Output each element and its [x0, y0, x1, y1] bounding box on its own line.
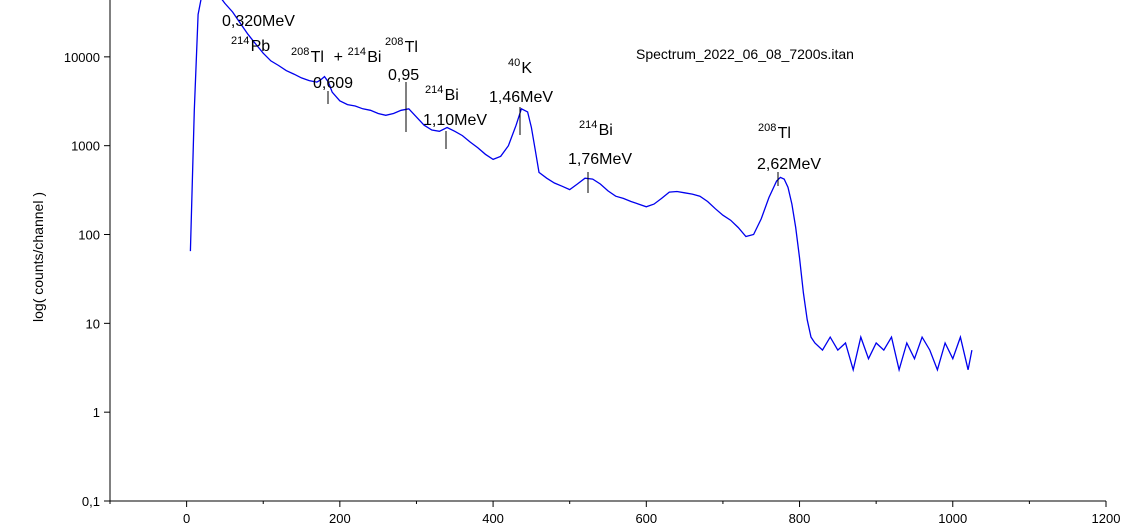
y-tick-label: 10 [86, 316, 100, 331]
isotope-mass-number: 214 [231, 35, 249, 47]
isotope-symbol: Tl [778, 125, 791, 142]
isotope-symbol: K [521, 60, 532, 77]
x-tick-label: 800 [789, 511, 811, 526]
isotope-mass-number: 208 [758, 122, 776, 134]
peak-annotation: 208 Tl 0,95 [385, 36, 419, 132]
x-tick-label: 400 [482, 511, 504, 526]
peak-energy-label: 1,10MeV [423, 112, 487, 129]
peak-annotation: 214 Bi 1,10MeV [423, 84, 487, 149]
y-tick-label: 1 [93, 405, 100, 420]
peak-annotation: 208 Tl +214 Bi 0,609 [291, 46, 381, 104]
x-tick-label: 1200 [1092, 511, 1121, 526]
isotope-symbol: Tl [405, 39, 418, 56]
y-tick-label: 10000 [64, 50, 100, 65]
isotope-symbol: Bi [599, 122, 613, 139]
isotope-symbol: Bi [367, 49, 381, 66]
isotope-symbol: Bi [445, 87, 459, 104]
y-tick-label: 1000 [71, 139, 100, 154]
axes [109, 0, 1106, 502]
isotope-mass-number: 214 [579, 119, 597, 131]
peak-energy-label: 1,46MeV [489, 89, 553, 106]
peak-energy-label: 0,609 [313, 75, 353, 92]
series-layer [189, 0, 973, 373]
peak-annotation: 40 K 1,46MeV [489, 57, 553, 135]
peak-annotation: 214 Bi 1,76MeV [568, 119, 632, 193]
chart-title: Spectrum_2022_06_08_7200s.itan [636, 46, 854, 62]
isotope-symbol: Pb [251, 38, 271, 55]
peak-annotation: 208 Tl 2,62MeV [757, 122, 821, 186]
x-tick-label: 1000 [938, 511, 967, 526]
ticks: 0 200 400 600 800 1000 1200 0,1 1 10 100 1000 10000 [64, 50, 1121, 526]
y-axis-label: log( counts/channel ) [30, 192, 46, 322]
isotope-symbol: Tl [311, 49, 324, 66]
isotope-mass-number: 208 [291, 46, 309, 58]
isotope-mass-number: 40 [508, 57, 520, 69]
isotope-symbol: 0,320MeV [222, 13, 295, 30]
plus-sign: + [334, 49, 343, 66]
isotope-mass-number: 214 [348, 46, 366, 58]
peak-energy-label: 2,62MeV [757, 156, 821, 173]
x-tick-label: 600 [635, 511, 657, 526]
peak-annotation: 0,320MeV [222, 13, 295, 30]
x-tick-label: 0 [183, 511, 190, 526]
y-tick-label: 100 [78, 228, 100, 243]
x-tick-label: 200 [329, 511, 351, 526]
isotope-mass-number: 208 [385, 36, 403, 48]
y-tick-label: 0,1 [82, 494, 100, 509]
peak-energy-label: 0,95 [388, 67, 419, 84]
peak-energy-label: 1,76MeV [568, 151, 632, 168]
isotope-mass-number: 214 [425, 84, 443, 96]
peak-annotation: 214 Pb [231, 35, 270, 55]
spectrum-line [189, 0, 973, 373]
